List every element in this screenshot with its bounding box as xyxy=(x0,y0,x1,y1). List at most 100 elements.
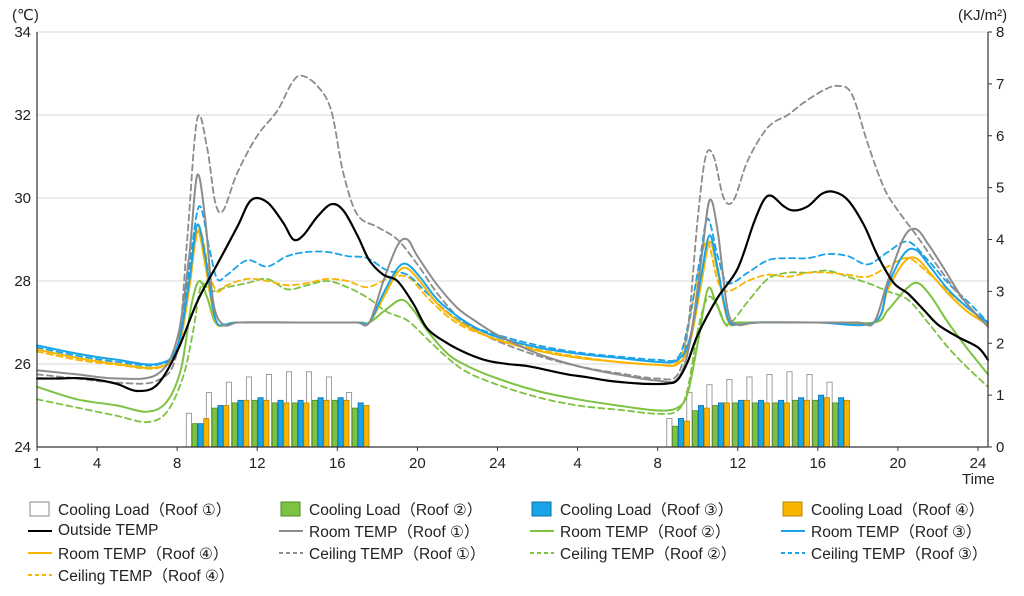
bar-load2 xyxy=(792,399,799,448)
legend-key xyxy=(781,530,805,532)
legend-label: Cooling Load（Roof ④） xyxy=(811,502,985,519)
line-room2 xyxy=(36,279,989,413)
legend-item: Cooling Load（Roof ②） xyxy=(279,498,482,520)
y-left-tick-label: 26 xyxy=(14,356,31,373)
bar-load3 xyxy=(718,402,725,448)
legend-key xyxy=(530,552,554,554)
temperature-lines xyxy=(35,74,990,424)
legend-key xyxy=(782,501,803,517)
legend-label: Ceiling TEMP（Roof ②） xyxy=(560,546,737,563)
bar-load4 xyxy=(683,420,690,448)
bar-load2 xyxy=(291,402,298,448)
bar-load3 xyxy=(197,423,204,448)
y-right-tick-label: 8 xyxy=(996,24,1004,41)
bar-load3 xyxy=(257,397,264,448)
bar-load4 xyxy=(343,399,350,448)
bar-load2 xyxy=(832,402,839,448)
legend-key xyxy=(28,552,52,554)
bar-load3 xyxy=(778,399,785,448)
y-left-tick-label: 34 xyxy=(14,24,31,41)
x-tick-label: 24 xyxy=(489,455,506,472)
legend-item: Cooling Load（Roof ③） xyxy=(530,498,733,520)
legend-key xyxy=(279,552,303,554)
legend-label: Outside TEMP xyxy=(58,522,159,539)
legend-item: Ceiling TEMP（Roof ②） xyxy=(530,542,736,564)
legend-label: Cooling Load（Roof ①） xyxy=(58,502,232,519)
bar-load3 xyxy=(677,418,684,448)
y-left-tick-label: 24 xyxy=(14,439,31,456)
line-ceil3 xyxy=(36,205,989,367)
bar-load4 xyxy=(803,399,810,448)
bar-load2 xyxy=(271,402,278,448)
legend-key xyxy=(531,501,552,517)
bar-load3 xyxy=(277,399,284,448)
legend-item: Ceiling TEMP（Roof ③） xyxy=(781,542,987,564)
bar-load3 xyxy=(758,399,765,448)
bar-load4 xyxy=(363,405,370,448)
bar-load3 xyxy=(297,399,304,448)
bar-load2 xyxy=(211,407,218,448)
legend-item: Cooling Load（Roof ④） xyxy=(781,498,984,520)
legend-label: Room TEMP（Roof ①） xyxy=(309,524,480,541)
y-right-tick-label: 5 xyxy=(996,180,1004,197)
y-right-tick-label: 1 xyxy=(996,387,1004,404)
legend-item: Ceiling TEMP（Roof ①） xyxy=(279,542,485,564)
legend-item: Room TEMP（Roof ②） xyxy=(530,520,730,542)
legend-item: Room TEMP（Roof ①） xyxy=(279,520,479,542)
y-right-tick-label: 0 xyxy=(996,439,1004,456)
y-right-tick-label: 6 xyxy=(996,128,1004,145)
legend-item: Cooling Load（Roof ①） xyxy=(28,498,231,520)
x-tick-label: 4 xyxy=(93,455,101,472)
legend-key xyxy=(29,501,50,517)
x-tick-label: 8 xyxy=(653,455,661,472)
y-right-unit-label: (KJ/m²) xyxy=(958,7,1007,24)
bar-load2 xyxy=(772,402,779,448)
bar-load4 xyxy=(323,399,330,448)
bar-load4 xyxy=(823,397,830,448)
bar-load1 xyxy=(185,412,192,448)
y-left-tick-label: 28 xyxy=(14,273,31,290)
x-tick-label: 20 xyxy=(890,455,907,472)
legend-label: Cooling Load（Roof ③） xyxy=(560,502,734,519)
legend-label: Cooling Load（Roof ②） xyxy=(309,502,483,519)
x-tick-label: 4 xyxy=(573,455,581,472)
x-tick-label: 16 xyxy=(809,455,826,472)
bar-load2 xyxy=(251,399,258,448)
y-right-tick-label: 7 xyxy=(996,76,1004,93)
legend-key xyxy=(781,552,805,554)
bar-load4 xyxy=(763,402,770,448)
x-tick-label: 12 xyxy=(729,455,746,472)
bar-load4 xyxy=(243,399,250,448)
bar-load2 xyxy=(672,425,679,448)
bar-load4 xyxy=(743,399,750,448)
y-right-tick-label: 2 xyxy=(996,335,1004,352)
bar-load3 xyxy=(237,399,244,448)
bar-load2 xyxy=(812,399,819,448)
bar-load2 xyxy=(752,402,759,448)
bar-load2 xyxy=(191,423,198,448)
line-ceil1 xyxy=(36,74,989,385)
line-room1 xyxy=(36,173,989,384)
x-tick-label: 1 xyxy=(33,455,41,472)
legend-key xyxy=(28,574,52,576)
legend: Cooling Load（Roof ①） Cooling Load（Roof ②）… xyxy=(28,498,1018,593)
legend-label: Ceiling TEMP（Roof ③） xyxy=(811,546,988,563)
bar-load3 xyxy=(697,405,704,448)
bar-load3 xyxy=(838,397,845,448)
x-tick-label: 20 xyxy=(409,455,426,472)
legend-item: Ceiling TEMP（Roof ④） xyxy=(28,564,234,586)
legend-key xyxy=(280,501,301,517)
bar-load2 xyxy=(692,410,699,448)
bar-load3 xyxy=(738,399,745,448)
bar-load3 xyxy=(798,397,805,448)
legend-label: Ceiling TEMP（Roof ④） xyxy=(58,568,235,585)
bar-load3 xyxy=(357,402,364,448)
line-outside xyxy=(35,190,990,393)
legend-key xyxy=(28,530,52,532)
bar-load4 xyxy=(703,407,710,448)
legend-label: Ceiling TEMP（Roof ①） xyxy=(309,546,486,563)
legend-label: Room TEMP（Roof ④） xyxy=(58,546,229,563)
bar-load4 xyxy=(843,399,850,448)
